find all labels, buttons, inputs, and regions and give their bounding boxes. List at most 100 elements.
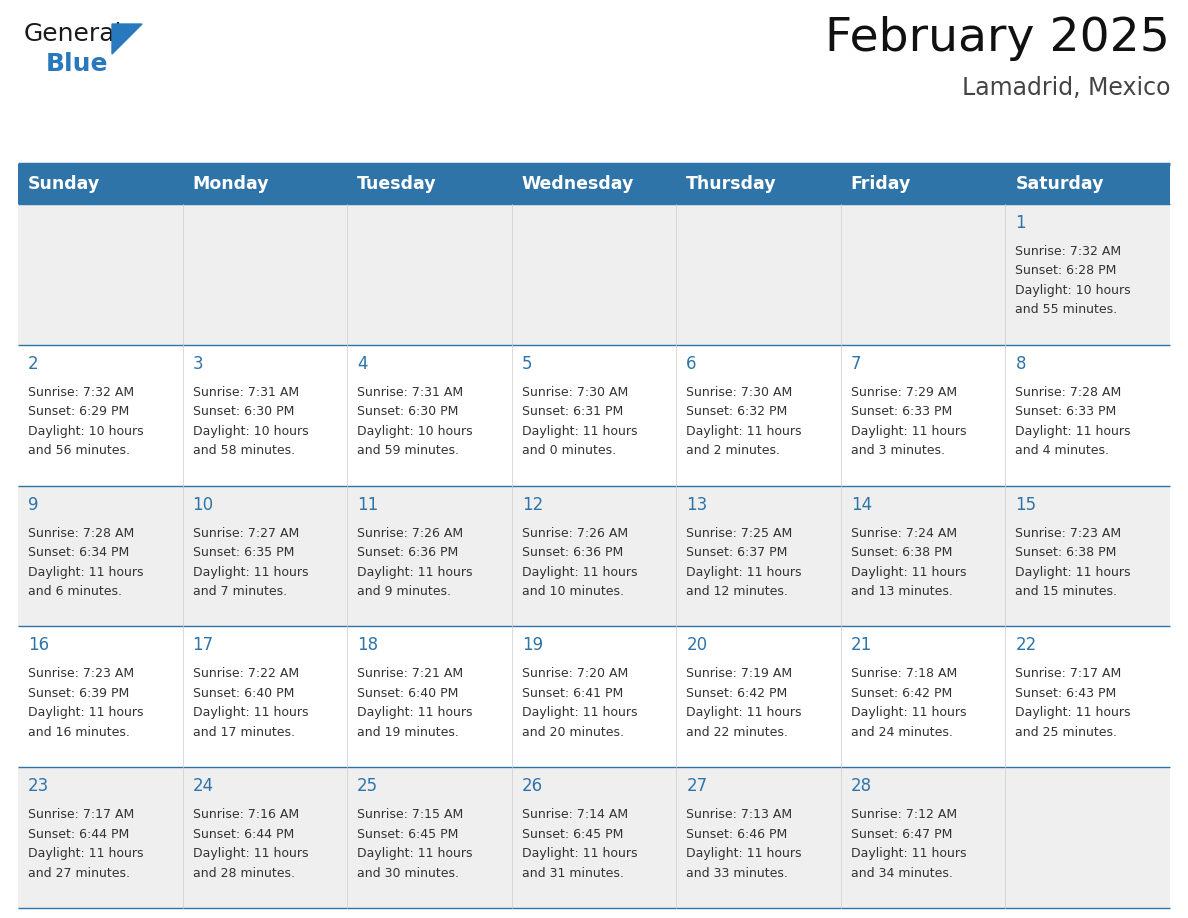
- Bar: [18, 486, 1170, 626]
- Text: Sunrise: 7:22 AM: Sunrise: 7:22 AM: [192, 667, 298, 680]
- Text: 10: 10: [192, 496, 214, 513]
- Text: Sunrise: 7:29 AM: Sunrise: 7:29 AM: [851, 386, 958, 398]
- Text: Sunrise: 7:15 AM: Sunrise: 7:15 AM: [358, 808, 463, 822]
- Text: Sunset: 6:42 PM: Sunset: 6:42 PM: [851, 687, 952, 700]
- Text: and 56 minutes.: and 56 minutes.: [29, 444, 129, 457]
- Text: and 7 minutes.: and 7 minutes.: [192, 585, 286, 599]
- Text: Sunrise: 7:16 AM: Sunrise: 7:16 AM: [192, 808, 298, 822]
- Text: Sunrise: 7:23 AM: Sunrise: 7:23 AM: [1016, 527, 1121, 540]
- Text: Daylight: 11 hours: Daylight: 11 hours: [29, 706, 144, 720]
- Text: 21: 21: [851, 636, 872, 655]
- Text: Sunrise: 7:25 AM: Sunrise: 7:25 AM: [687, 527, 792, 540]
- Text: 19: 19: [522, 636, 543, 655]
- Text: Sunset: 6:33 PM: Sunset: 6:33 PM: [1016, 406, 1117, 419]
- Text: Daylight: 11 hours: Daylight: 11 hours: [522, 425, 637, 438]
- Text: Daylight: 11 hours: Daylight: 11 hours: [687, 847, 802, 860]
- Text: Sunrise: 7:30 AM: Sunrise: 7:30 AM: [687, 386, 792, 398]
- Text: Sunday: Sunday: [29, 175, 100, 193]
- Bar: [18, 626, 1170, 767]
- Text: 22: 22: [1016, 636, 1037, 655]
- Text: and 3 minutes.: and 3 minutes.: [851, 444, 944, 457]
- Text: Sunset: 6:40 PM: Sunset: 6:40 PM: [358, 687, 459, 700]
- Text: Daylight: 11 hours: Daylight: 11 hours: [522, 706, 637, 720]
- Text: 18: 18: [358, 636, 378, 655]
- Text: 26: 26: [522, 778, 543, 795]
- Text: Daylight: 11 hours: Daylight: 11 hours: [358, 847, 473, 860]
- Polygon shape: [112, 24, 143, 54]
- Text: Sunset: 6:43 PM: Sunset: 6:43 PM: [1016, 687, 1117, 700]
- Text: 28: 28: [851, 778, 872, 795]
- Text: Sunrise: 7:13 AM: Sunrise: 7:13 AM: [687, 808, 792, 822]
- Text: 23: 23: [29, 778, 49, 795]
- Text: Sunset: 6:29 PM: Sunset: 6:29 PM: [29, 406, 129, 419]
- Text: Daylight: 11 hours: Daylight: 11 hours: [687, 706, 802, 720]
- Bar: [18, 767, 1170, 908]
- Text: Sunrise: 7:18 AM: Sunrise: 7:18 AM: [851, 667, 958, 680]
- Text: 9: 9: [29, 496, 38, 513]
- Text: Daylight: 11 hours: Daylight: 11 hours: [522, 847, 637, 860]
- Text: Daylight: 10 hours: Daylight: 10 hours: [1016, 284, 1131, 297]
- Text: Sunrise: 7:28 AM: Sunrise: 7:28 AM: [1016, 386, 1121, 398]
- Text: Sunset: 6:37 PM: Sunset: 6:37 PM: [687, 546, 788, 559]
- Text: Blue: Blue: [46, 52, 108, 76]
- Text: Sunset: 6:42 PM: Sunset: 6:42 PM: [687, 687, 788, 700]
- Text: Sunrise: 7:21 AM: Sunrise: 7:21 AM: [358, 667, 463, 680]
- Text: 24: 24: [192, 778, 214, 795]
- Text: Daylight: 10 hours: Daylight: 10 hours: [192, 425, 308, 438]
- Text: and 10 minutes.: and 10 minutes.: [522, 585, 624, 599]
- Text: Daylight: 10 hours: Daylight: 10 hours: [29, 425, 144, 438]
- Text: Sunrise: 7:24 AM: Sunrise: 7:24 AM: [851, 527, 958, 540]
- Text: Sunrise: 7:31 AM: Sunrise: 7:31 AM: [358, 386, 463, 398]
- Text: and 59 minutes.: and 59 minutes.: [358, 444, 459, 457]
- Text: and 20 minutes.: and 20 minutes.: [522, 726, 624, 739]
- Text: Sunset: 6:44 PM: Sunset: 6:44 PM: [192, 828, 293, 841]
- Text: Sunset: 6:44 PM: Sunset: 6:44 PM: [29, 828, 129, 841]
- Text: Daylight: 11 hours: Daylight: 11 hours: [687, 425, 802, 438]
- Text: 5: 5: [522, 354, 532, 373]
- Text: Sunset: 6:34 PM: Sunset: 6:34 PM: [29, 546, 129, 559]
- Text: Sunrise: 7:26 AM: Sunrise: 7:26 AM: [358, 527, 463, 540]
- Text: Sunset: 6:38 PM: Sunset: 6:38 PM: [1016, 546, 1117, 559]
- Text: 27: 27: [687, 778, 707, 795]
- Text: Sunrise: 7:28 AM: Sunrise: 7:28 AM: [29, 527, 134, 540]
- Text: Daylight: 11 hours: Daylight: 11 hours: [358, 706, 473, 720]
- Text: 13: 13: [687, 496, 708, 513]
- Text: 16: 16: [29, 636, 49, 655]
- Text: Daylight: 11 hours: Daylight: 11 hours: [1016, 706, 1131, 720]
- Text: and 30 minutes.: and 30 minutes.: [358, 867, 459, 879]
- Text: Daylight: 11 hours: Daylight: 11 hours: [29, 847, 144, 860]
- Text: Sunset: 6:36 PM: Sunset: 6:36 PM: [358, 546, 459, 559]
- Text: Sunset: 6:45 PM: Sunset: 6:45 PM: [522, 828, 623, 841]
- Text: and 55 minutes.: and 55 minutes.: [1016, 304, 1118, 317]
- Text: Friday: Friday: [851, 175, 911, 193]
- Text: Sunrise: 7:32 AM: Sunrise: 7:32 AM: [29, 386, 134, 398]
- Text: Daylight: 11 hours: Daylight: 11 hours: [358, 565, 473, 578]
- Text: 15: 15: [1016, 496, 1037, 513]
- Text: Sunrise: 7:26 AM: Sunrise: 7:26 AM: [522, 527, 627, 540]
- Text: and 12 minutes.: and 12 minutes.: [687, 585, 788, 599]
- Text: 14: 14: [851, 496, 872, 513]
- Text: Daylight: 11 hours: Daylight: 11 hours: [1016, 425, 1131, 438]
- Text: Daylight: 10 hours: Daylight: 10 hours: [358, 425, 473, 438]
- Text: Sunset: 6:39 PM: Sunset: 6:39 PM: [29, 687, 129, 700]
- Text: 11: 11: [358, 496, 379, 513]
- Text: Daylight: 11 hours: Daylight: 11 hours: [687, 565, 802, 578]
- Text: 2: 2: [29, 354, 39, 373]
- Text: and 0 minutes.: and 0 minutes.: [522, 444, 615, 457]
- Text: 3: 3: [192, 354, 203, 373]
- Text: Sunset: 6:38 PM: Sunset: 6:38 PM: [851, 546, 953, 559]
- Text: and 2 minutes.: and 2 minutes.: [687, 444, 781, 457]
- Text: 4: 4: [358, 354, 367, 373]
- Text: February 2025: February 2025: [826, 16, 1170, 61]
- Text: Daylight: 11 hours: Daylight: 11 hours: [192, 565, 308, 578]
- Text: Sunset: 6:40 PM: Sunset: 6:40 PM: [192, 687, 293, 700]
- Text: Sunset: 6:46 PM: Sunset: 6:46 PM: [687, 828, 788, 841]
- Text: and 4 minutes.: and 4 minutes.: [1016, 444, 1110, 457]
- Text: Daylight: 11 hours: Daylight: 11 hours: [192, 706, 308, 720]
- Text: Sunset: 6:36 PM: Sunset: 6:36 PM: [522, 546, 623, 559]
- Text: Lamadrid, Mexico: Lamadrid, Mexico: [961, 76, 1170, 100]
- Text: and 13 minutes.: and 13 minutes.: [851, 585, 953, 599]
- Text: Sunset: 6:30 PM: Sunset: 6:30 PM: [358, 406, 459, 419]
- Text: and 58 minutes.: and 58 minutes.: [192, 444, 295, 457]
- Text: Sunrise: 7:23 AM: Sunrise: 7:23 AM: [29, 667, 134, 680]
